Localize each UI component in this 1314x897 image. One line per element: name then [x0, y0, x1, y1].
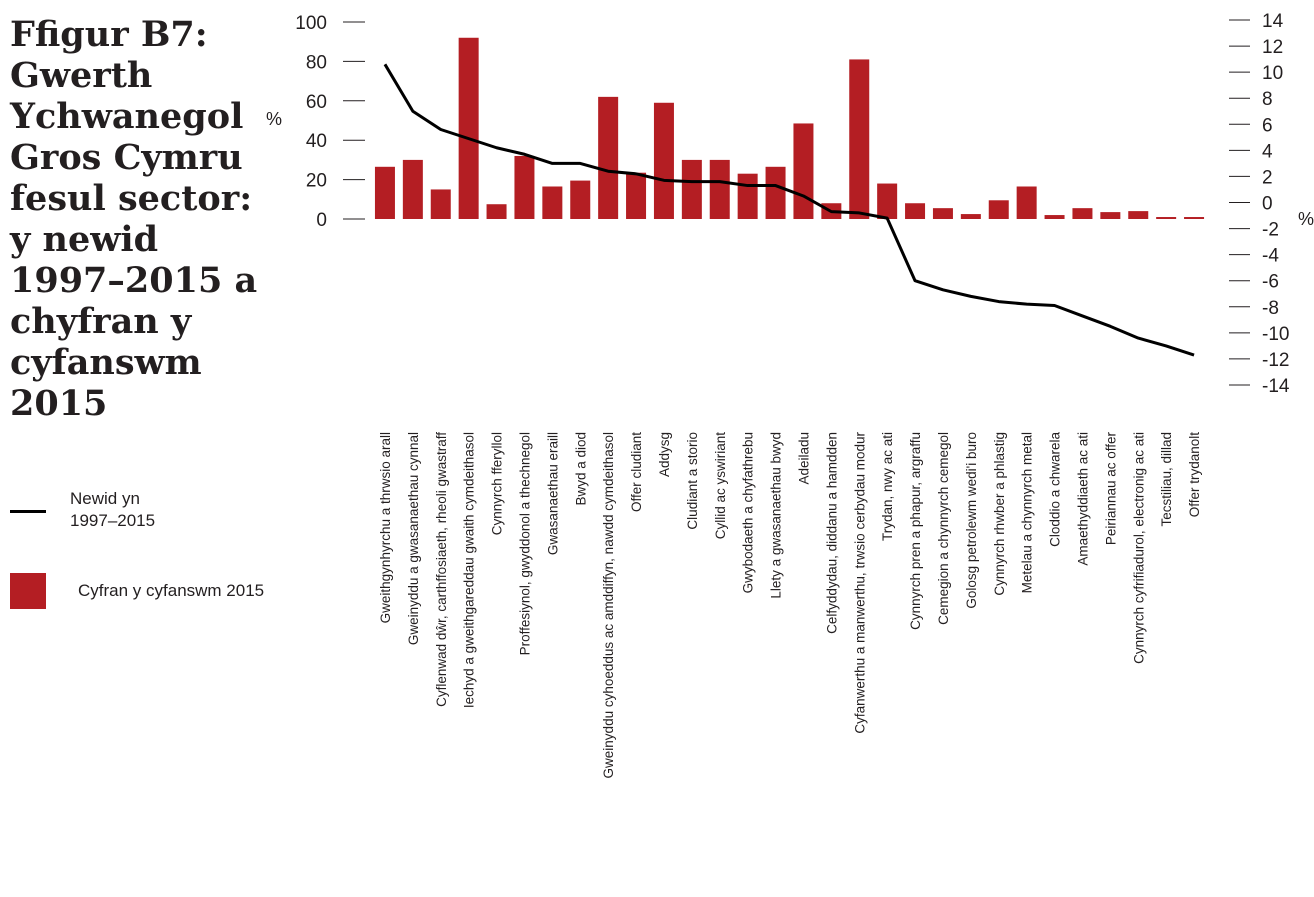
line-series [383, 63, 1195, 357]
category-label: Celfyddydau, diddanu a hamdden [824, 432, 839, 634]
bar [709, 159, 730, 219]
category-label: Offer cludiant [629, 432, 644, 512]
bar [430, 189, 451, 219]
bar [486, 204, 507, 219]
category-label: Addysg [657, 432, 672, 477]
bar [458, 37, 479, 220]
category-label: Amaethyddiaeth ac ati [1075, 432, 1090, 566]
bar [960, 214, 981, 219]
bar [877, 183, 898, 219]
bar [1044, 215, 1065, 219]
category-label: Adeiladu [796, 432, 811, 485]
right-axis-tick-label: 6 [1262, 115, 1273, 136]
category-label: Trydan, nwy ac ati [880, 432, 895, 541]
category-label: Cyfanwerthu a manwerthu, trwsio cerbydau… [852, 432, 867, 734]
category-label: Gweithgynhyrchu a thrwsio arall [378, 432, 393, 623]
bar [1128, 211, 1149, 219]
legend-item-line: Newid yn 1997–2015 [10, 488, 155, 532]
right-axis-unit: % [1298, 209, 1314, 229]
legend-bar-label: Cyfran y cyfanswm 2015 [78, 581, 265, 600]
bar [765, 166, 786, 219]
left-axis-tick-label: 80 [306, 52, 327, 73]
bar [653, 102, 674, 219]
category-label: Gwybodaeth a chyfathrebu [741, 432, 756, 593]
left-axis-tick-label: 0 [316, 210, 327, 231]
bar [932, 208, 953, 219]
right-axis-tick-label: -4 [1262, 246, 1279, 267]
right-axis-tick-label: -8 [1262, 298, 1279, 319]
category-label: Cyllid ac yswiriant [713, 432, 728, 540]
legend-bar-swatch [10, 573, 46, 609]
category-label: Cynnyrch fferyllol [490, 432, 505, 535]
bar [905, 203, 926, 219]
bar [1184, 217, 1205, 219]
right-axis-tick-label: -2 [1262, 220, 1279, 241]
right-axis-tick-label: 8 [1262, 89, 1273, 110]
bar [374, 166, 395, 219]
category-label: Cynnyrch pren a phapur, argraffu [908, 432, 923, 630]
category-label: Iechyd a gweithgareddau gwaith cymdeitha… [462, 432, 477, 708]
category-label: Gweinyddu a gwasanaethau cynnal [406, 432, 421, 645]
right-axis-tick-label: 12 [1262, 37, 1283, 58]
bar [849, 59, 870, 220]
bar [793, 123, 814, 219]
legend-line-label: Newid yn 1997–2015 [70, 489, 156, 530]
bar [542, 186, 563, 219]
bar [1072, 208, 1093, 219]
category-label: Metelau a chynnyrch metal [1020, 432, 1035, 593]
legend-line-swatch [10, 510, 46, 513]
category-label: Cyflenwad dŵr, carthffosiaeth, rheoli gw… [434, 432, 449, 707]
bar [988, 200, 1009, 219]
legend-item-bar: Cyfran y cyfanswm 2015 [10, 573, 264, 609]
category-label: Peiriannau ac offer [1103, 431, 1118, 545]
left-axis-tick-label: 100 [295, 13, 327, 34]
category-label: Proffesiynol, gwyddonol a thechnegol [517, 432, 532, 655]
bar [402, 159, 423, 219]
bar [1016, 186, 1037, 219]
category-label: Cynnyrch cyfrifiadurol, electronig ac at… [1131, 432, 1146, 664]
right-axis-tick-label: -14 [1262, 376, 1290, 397]
bar [681, 159, 702, 219]
left-axis-tick-label: 20 [306, 171, 327, 192]
right-axis-tick-label: 4 [1262, 141, 1273, 162]
right-axis-tick-label: 10 [1262, 63, 1283, 84]
bar [598, 96, 619, 219]
right-axis-tick-label: -10 [1262, 324, 1289, 345]
bar [1156, 217, 1177, 219]
right-axis-tick-label: 2 [1262, 167, 1273, 188]
category-label: Cynnyrch rhwber a phlastig [992, 432, 1007, 596]
category-label: Gwasanaethau eraill [545, 432, 560, 555]
category-label: Gweinyddu cyhoeddus ac amddiffyn, nawdd … [601, 432, 616, 778]
bar [626, 172, 647, 219]
bar [570, 180, 591, 219]
bar [514, 155, 535, 219]
left-axis-tick-label: 60 [306, 92, 327, 113]
left-axis-unit: % [266, 109, 282, 129]
category-label: Cemegion a chynnyrch cemegol [936, 432, 951, 625]
category-label: Cludiant a storio [685, 432, 700, 530]
right-axis-tick-label: -6 [1262, 272, 1279, 293]
bar [737, 173, 758, 219]
right-axis-tick-label: 0 [1262, 194, 1273, 215]
category-label: Llety a gwasanaethau bwyd [769, 432, 784, 599]
right-axis-tick-label: -12 [1262, 350, 1289, 371]
left-axis-tick-label: 40 [306, 131, 327, 152]
category-label: Offer trydanolt [1187, 432, 1202, 518]
category-label: Golosg petrolewm wedi'i buro [964, 432, 979, 609]
category-label: Cloddio a chwarela [1048, 432, 1063, 547]
category-label: Tecstiliau, dillad [1159, 432, 1174, 527]
right-axis-tick-label: 14 [1262, 11, 1284, 32]
category-label: Bwyd a diod [573, 432, 588, 506]
bar [1100, 212, 1121, 219]
chart-title: Ffigur B7: Gwerth Ychwanegol Gros Cymru … [10, 14, 258, 424]
